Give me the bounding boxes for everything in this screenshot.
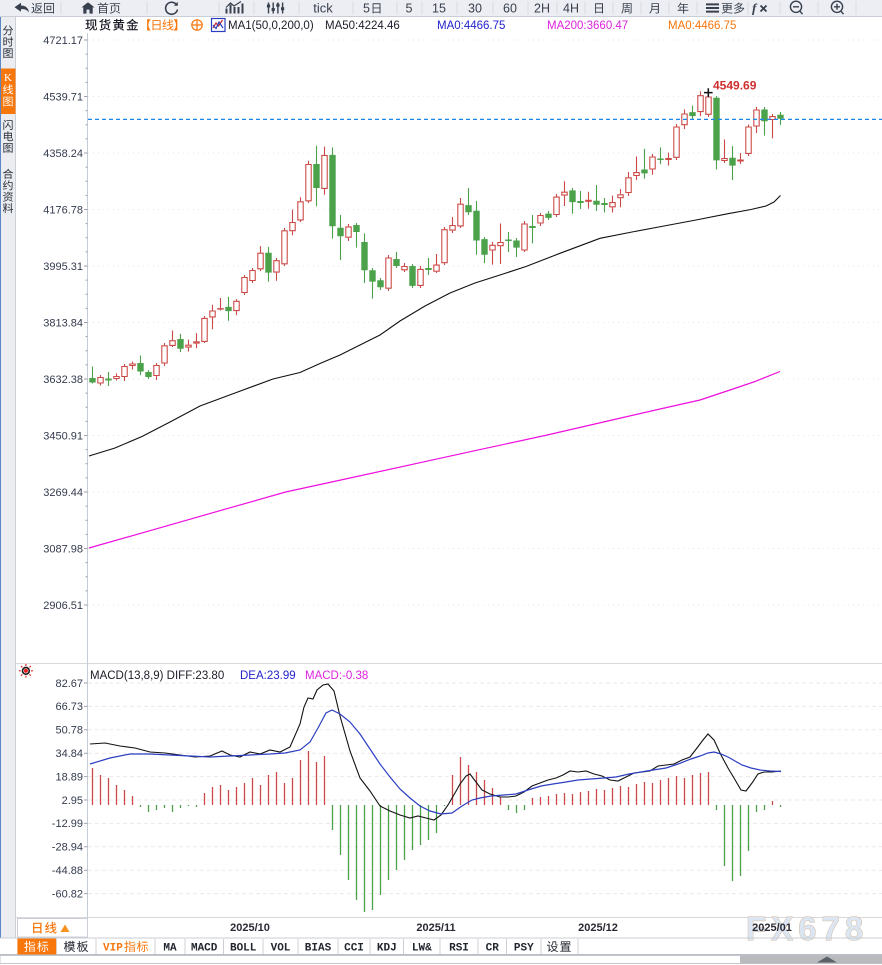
svg-text:-60.82: -60.82: [52, 888, 83, 900]
svg-text:MA0:4466.75: MA0:4466.75: [668, 20, 736, 32]
svg-text:DEA:23.99: DEA:23.99: [240, 670, 296, 682]
svg-text:BOLL: BOLL: [230, 943, 257, 955]
svg-text:2025/10: 2025/10: [230, 922, 270, 934]
svg-text:MA50:4224.46: MA50:4224.46: [325, 20, 400, 32]
svg-text:-12.99: -12.99: [52, 818, 83, 830]
svg-text:-44.88: -44.88: [52, 865, 83, 877]
svg-text:2H: 2H: [534, 1, 550, 15]
svg-text:tick: tick: [313, 0, 333, 15]
svg-text:BIAS: BIAS: [305, 943, 332, 955]
svg-text:5: 5: [363, 1, 370, 15]
svg-text:4H: 4H: [563, 1, 579, 15]
svg-text:CCI: CCI: [344, 943, 364, 955]
svg-text:2.95: 2.95: [62, 795, 83, 807]
svg-text:4176.78: 4176.78: [43, 204, 83, 216]
svg-text:4539.71: 4539.71: [43, 91, 83, 103]
svg-text:3995.31: 3995.31: [43, 261, 83, 273]
svg-text:34.84: 34.84: [55, 748, 83, 760]
svg-text:MA0:4466.75: MA0:4466.75: [437, 20, 505, 32]
svg-text:2025/12: 2025/12: [578, 922, 618, 934]
svg-text:PSY: PSY: [514, 943, 534, 955]
svg-text:18.89: 18.89: [55, 771, 83, 783]
svg-text:MA200:3660.47: MA200:3660.47: [547, 20, 628, 32]
svg-text:3450.91: 3450.91: [43, 430, 83, 442]
svg-text:2025/11: 2025/11: [416, 922, 455, 934]
svg-text:f: f: [752, 1, 758, 16]
svg-text:2906.51: 2906.51: [43, 600, 83, 612]
svg-text:K: K: [4, 72, 12, 84]
svg-text:66.73: 66.73: [55, 701, 83, 713]
svg-text:30: 30: [468, 1, 482, 15]
svg-text:3087.98: 3087.98: [43, 543, 83, 555]
svg-text:3269.44: 3269.44: [43, 487, 83, 499]
svg-text:LW&: LW&: [412, 943, 432, 955]
svg-text:2025/01: 2025/01: [752, 922, 792, 934]
svg-text:4358.24: 4358.24: [43, 148, 83, 160]
svg-text:VOL: VOL: [271, 943, 291, 955]
svg-text:CR: CR: [486, 943, 500, 955]
svg-text:VIP: VIP: [103, 943, 123, 955]
svg-text:5: 5: [406, 1, 413, 15]
svg-text:82.67: 82.67: [55, 678, 83, 690]
svg-text:MACD: MACD: [191, 943, 218, 955]
svg-text:3813.84: 3813.84: [43, 317, 83, 329]
svg-text:MACD(13,8,9) DIFF:23.80: MACD(13,8,9) DIFF:23.80: [90, 670, 224, 682]
svg-text:60: 60: [503, 1, 517, 15]
svg-text:4721.17: 4721.17: [43, 35, 83, 47]
svg-text:RSI: RSI: [449, 943, 469, 955]
svg-text:50.78: 50.78: [55, 725, 83, 737]
svg-text:KDJ: KDJ: [377, 943, 397, 955]
svg-text:FX678: FX678: [746, 910, 868, 947]
svg-text:MA: MA: [163, 943, 177, 955]
svg-text:4549.69: 4549.69: [713, 79, 757, 93]
svg-text:3632.38: 3632.38: [43, 374, 83, 386]
svg-text:MACD:-0.38: MACD:-0.38: [305, 670, 368, 682]
svg-text:MA1(50,0,200,0): MA1(50,0,200,0): [228, 20, 314, 32]
svg-text:-28.94: -28.94: [52, 842, 83, 854]
svg-text:15: 15: [432, 1, 446, 15]
